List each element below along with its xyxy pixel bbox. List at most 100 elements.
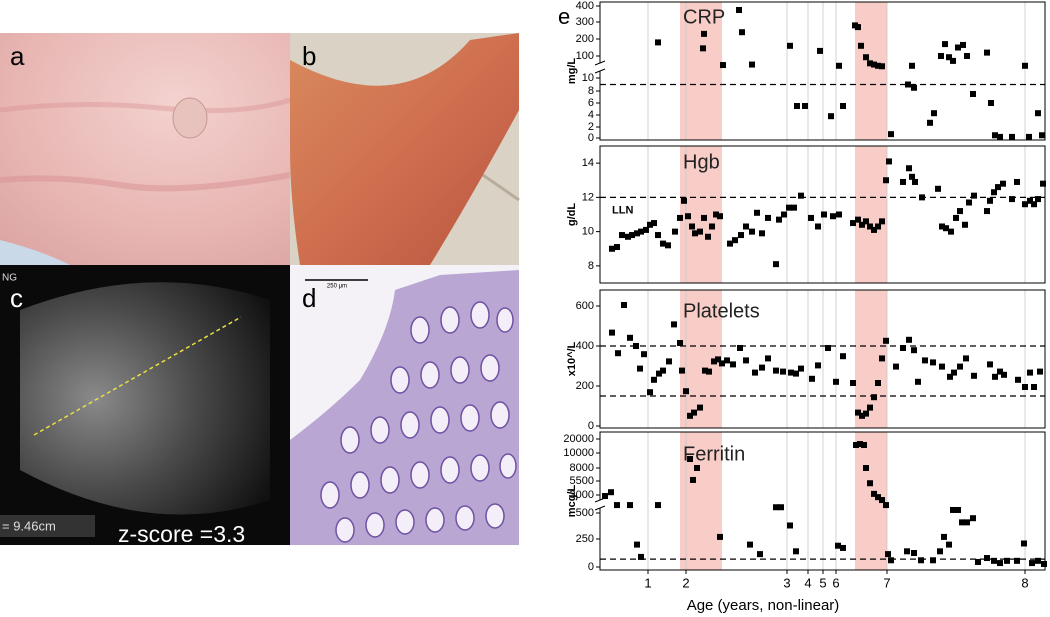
panel-title: CRP xyxy=(683,6,725,28)
highlight-span xyxy=(855,146,887,283)
data-point xyxy=(836,62,842,69)
data-point xyxy=(787,42,793,49)
data-point xyxy=(992,373,998,380)
y-tick-label: 400 xyxy=(576,340,594,352)
data-point xyxy=(672,228,678,235)
data-point xyxy=(625,233,631,240)
data-point xyxy=(871,490,877,497)
data-point xyxy=(943,225,949,232)
data-point xyxy=(905,81,911,88)
panel-label: e xyxy=(558,4,570,29)
data-point xyxy=(647,389,653,396)
data-point xyxy=(821,211,827,218)
data-point xyxy=(995,184,1001,191)
y-tick-label: 10 xyxy=(582,72,594,84)
data-point xyxy=(702,367,708,374)
y-tick-label: 8 xyxy=(588,260,594,272)
highlight-span xyxy=(855,2,887,140)
data-point xyxy=(1040,180,1046,187)
data-point xyxy=(737,345,743,351)
x-tick-label: 3 xyxy=(783,575,790,590)
data-point xyxy=(738,232,744,239)
y-tick-label: 5500 xyxy=(570,475,594,487)
data-point xyxy=(970,91,976,97)
data-point xyxy=(787,522,793,529)
data-point xyxy=(835,542,841,549)
data-point xyxy=(927,119,933,126)
data-point xyxy=(1001,371,1007,378)
data-point xyxy=(997,368,1003,375)
data-point xyxy=(788,369,794,376)
data-point xyxy=(938,53,944,59)
data-point xyxy=(815,362,821,369)
plot-frame xyxy=(599,431,1046,571)
data-point xyxy=(730,361,736,368)
data-point xyxy=(749,61,755,68)
data-point xyxy=(951,369,957,376)
data-point xyxy=(1035,196,1041,203)
data-point xyxy=(798,192,804,199)
data-point xyxy=(964,519,970,526)
data-point xyxy=(1000,180,1006,187)
y-tick-label: 14 xyxy=(582,157,594,169)
x-tick-label: 7 xyxy=(883,575,890,590)
panel-label: b xyxy=(302,41,316,71)
data-point xyxy=(793,548,799,555)
data-point xyxy=(1022,384,1028,390)
data-point xyxy=(619,232,625,239)
y-tick-label: 12 xyxy=(582,191,594,203)
data-point xyxy=(739,29,745,36)
panel-label: a xyxy=(10,41,25,71)
y-tick-label: 200 xyxy=(576,380,594,392)
data-point xyxy=(904,548,910,555)
data-point xyxy=(931,110,937,117)
panel-title: Hgb xyxy=(683,151,720,173)
data-point xyxy=(997,560,1003,567)
data-point xyxy=(759,230,765,237)
data-point xyxy=(991,189,997,196)
data-point xyxy=(621,302,627,308)
y-tick-label: 10000 xyxy=(563,447,594,459)
data-point xyxy=(614,244,620,251)
data-point xyxy=(677,340,683,346)
data-point xyxy=(647,221,653,228)
data-point xyxy=(984,208,990,215)
data-point xyxy=(850,220,856,227)
data-point xyxy=(724,357,730,364)
data-point xyxy=(697,404,703,411)
data-point xyxy=(665,242,671,249)
axis-break xyxy=(594,60,606,66)
data-point xyxy=(853,442,859,449)
data-point xyxy=(776,216,782,223)
data-point xyxy=(1022,62,1028,69)
data-point xyxy=(912,178,918,185)
y-tick-label: 2 xyxy=(588,121,594,133)
data-point xyxy=(955,506,961,513)
data-point xyxy=(971,372,977,379)
data-point xyxy=(962,221,968,228)
data-point xyxy=(743,223,749,230)
data-point xyxy=(793,370,799,377)
data-point xyxy=(963,355,969,362)
data-point xyxy=(701,30,707,37)
data-point xyxy=(966,199,972,206)
data-point xyxy=(629,232,635,239)
data-point xyxy=(955,44,961,51)
reference-label: LLN xyxy=(612,204,633,216)
data-point xyxy=(637,365,643,372)
data-point xyxy=(840,544,846,551)
data-point xyxy=(1035,557,1041,564)
data-point xyxy=(922,357,928,364)
data-point xyxy=(911,347,917,354)
highlight-span xyxy=(680,432,722,570)
data-point xyxy=(871,394,877,401)
data-point xyxy=(602,493,608,500)
data-point xyxy=(975,558,981,565)
data-point xyxy=(700,45,706,52)
data-point xyxy=(666,358,672,365)
data-point xyxy=(863,54,869,61)
ultrasound-tag: NG xyxy=(2,273,17,284)
data-point xyxy=(875,223,881,230)
data-point xyxy=(609,329,615,336)
arm xyxy=(290,33,519,265)
